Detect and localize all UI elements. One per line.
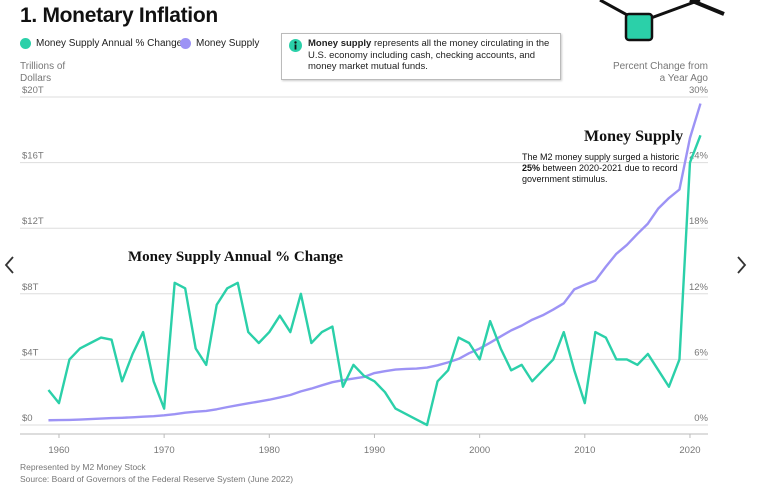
info-icon <box>289 39 302 52</box>
y-tick-label: $8T <box>22 282 39 293</box>
annotation-text: The M2 money supply surged a historic 25… <box>522 152 692 185</box>
y2-tick-label: 6% <box>694 347 708 358</box>
x-tick-label: 1990 <box>364 445 385 456</box>
y-tick-label: $12T <box>22 216 44 227</box>
x-tick-label: 2020 <box>679 445 700 456</box>
y2-tick-label: 12% <box>689 282 709 293</box>
x-tick-label: 2010 <box>574 445 595 456</box>
footer-source: Source: Board of Governors of the Federa… <box>20 474 294 484</box>
series-line <box>47 134 702 427</box>
info-box: Money supply represents all the money ci… <box>281 33 561 80</box>
legend-label: Money Supply Annual % Change <box>36 38 183 49</box>
info-bold: Money supply <box>308 38 372 49</box>
annotation: Money Supply Annual % Change <box>128 249 344 265</box>
x-tick-label: 1980 <box>259 445 280 456</box>
next-button[interactable] <box>734 255 748 275</box>
y2-tick-label: 30% <box>689 85 709 96</box>
y-tick-label: $4T <box>22 347 39 358</box>
annotation-part: between 2020-2021 due to record governme… <box>522 163 678 184</box>
y2-tick-label: 24% <box>689 151 709 162</box>
y-tick-label: $0 <box>22 413 33 424</box>
footer-note: Represented by M2 Money Stock <box>20 462 146 472</box>
annotation-part: 25% <box>522 163 541 173</box>
x-tick-label: 1960 <box>48 445 69 456</box>
y2-axis-label: Percent Change from a Year Ago <box>612 61 708 84</box>
legend-label: Money Supply <box>196 38 260 49</box>
legend-swatch <box>180 38 191 49</box>
x-tick-label: 1970 <box>154 445 175 456</box>
series-line <box>48 103 702 422</box>
annotation-title: Money Supply <box>584 128 684 145</box>
info-text: represents all the money circulating in … <box>308 38 550 72</box>
y2-tick-label: 0% <box>694 413 708 424</box>
y-axis-label: Trillions of Dollars <box>20 61 66 84</box>
y-tick-label: $20T <box>22 85 44 96</box>
decoration <box>599 0 725 42</box>
legend-swatch <box>20 38 31 49</box>
legend-item: Money Supply <box>180 38 259 49</box>
legend-item: Money Supply Annual % Change <box>20 38 182 49</box>
y2-tick-label: 18% <box>689 216 709 227</box>
x-tick-label: 2000 <box>469 445 490 456</box>
title: 1. Monetary Inflation <box>20 4 218 27</box>
y-tick-label: $16T <box>22 151 44 162</box>
prev-button[interactable] <box>3 255 17 275</box>
annotation-part: The M2 money supply surged a historic <box>522 152 680 162</box>
